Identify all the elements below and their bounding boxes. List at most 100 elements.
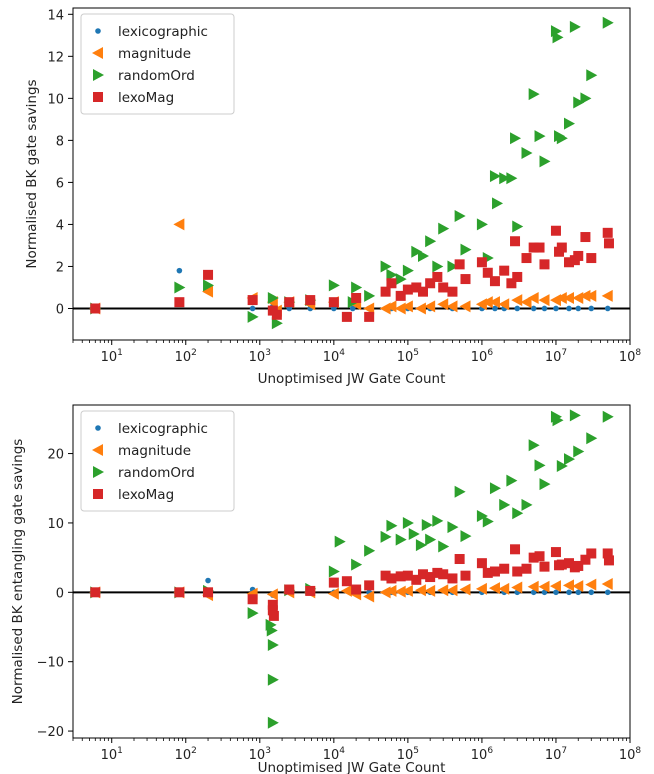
magnitude-point (601, 289, 613, 302)
randomOrd-point (506, 172, 518, 185)
randomOrd-point (411, 245, 423, 258)
randomOrd-point (563, 453, 575, 466)
randomOrd-point (580, 92, 592, 105)
lexicographic-point (566, 305, 572, 312)
lexoMag-point (386, 278, 397, 289)
legend-label: lexoMag (118, 90, 174, 106)
lexoMag-point (203, 269, 214, 280)
legend-label: randomOrd (118, 68, 195, 84)
lexoMag-point (402, 284, 413, 295)
lexoMag-point (454, 554, 465, 565)
lexoMag-point (305, 585, 316, 596)
randomOrd-point (425, 235, 437, 248)
magnitude-point (549, 294, 561, 307)
legend-label: lexoMag (118, 487, 174, 503)
lexoMag-point (534, 551, 545, 562)
lexoMag-point (476, 257, 487, 268)
magnitude-point (511, 294, 523, 307)
x-tick-label: 106 (471, 348, 494, 365)
lexoMag-point (586, 253, 597, 264)
lexoMag-point (550, 225, 561, 236)
magnitude-point (401, 584, 413, 597)
lexicographic-point (553, 305, 559, 312)
randomOrd-point (334, 535, 346, 548)
y-tick-label: 10 (47, 517, 64, 532)
lexoMag-point (271, 309, 282, 320)
randomOrd-point (476, 510, 488, 522)
lexoMag-point (425, 572, 436, 583)
magnitude-point (401, 300, 413, 313)
legend-label: magnitude (118, 46, 191, 62)
lexoMag-point (174, 297, 185, 308)
randomOrd-point (569, 409, 581, 422)
lexicographic-point (530, 589, 537, 596)
randomOrd-point (602, 410, 614, 423)
randomOrd-point (267, 673, 279, 686)
bottom-chart: 101 102 103 104 105 106 107 108 −20 −10 0 10 20 Unopt… (10, 404, 641, 774)
lexoMag-point (267, 605, 278, 616)
randomOrd-point (432, 514, 444, 527)
y-tick-label: −20 (37, 725, 64, 740)
lexoMag-point (550, 547, 561, 558)
lexoMag-point (386, 573, 397, 584)
lexoMag-point (341, 311, 352, 322)
lexoMag-point (602, 227, 613, 238)
lexoMag-point (90, 587, 101, 598)
legend: lexicographic magnitude randomOrd lexoMag (80, 13, 235, 115)
magnitude-point (446, 300, 458, 313)
y-tick-label: 0 (56, 586, 64, 601)
randomOrd-point (247, 607, 259, 620)
lexoMag-point (247, 594, 258, 605)
lexoMag-point (539, 259, 550, 270)
plot-frame (72, 404, 631, 739)
y-tick-label: 4 (56, 218, 64, 233)
lexoMag-point (482, 567, 493, 578)
lexicographic-point (541, 589, 548, 596)
lexoMag-point (528, 242, 539, 253)
magnitude-point (327, 587, 339, 600)
randomOrd-point (395, 273, 407, 286)
lexoMag-point (528, 552, 539, 563)
lexoMag-point (364, 580, 375, 591)
magnitude-point (424, 300, 436, 313)
randomOrd-point (267, 639, 279, 652)
legend-marker-lexicographic (95, 425, 101, 431)
magnitude-point (538, 294, 550, 307)
randomOrd-point (417, 249, 429, 262)
legend-marker-magnitude (92, 47, 103, 59)
x-tick-label: 105 (397, 746, 419, 763)
randomOrd-point (534, 130, 546, 143)
legend-marker-randomOrd (93, 466, 104, 478)
magnitude-point (498, 582, 510, 595)
magnitude-point (601, 577, 613, 590)
randomOrd-point (454, 485, 466, 498)
lexoMag-point (203, 587, 214, 598)
randomOrd-point (499, 172, 511, 185)
magnitude-point (266, 588, 278, 601)
lexoMag-point (512, 566, 523, 577)
legend-label: lexicographic (118, 421, 208, 437)
lexoMag-point (573, 250, 584, 261)
magnitude-point (385, 300, 397, 313)
lexoMag-point (539, 561, 550, 572)
x-axis-label: Unoptimised JW Gate Count (258, 371, 446, 387)
top-chart: 101 102 103 104 105 106 107 108 0 2 4 6 8 10 12 14 Unopt… (24, 7, 641, 387)
lexicographic-point (604, 305, 611, 312)
lexoMag-point (174, 587, 185, 598)
series-lexoMag (90, 544, 614, 621)
y-tick-label: 8 (56, 134, 64, 149)
lexoMag-point (454, 259, 465, 270)
magnitude-point (555, 291, 567, 304)
randomOrd-point (563, 117, 575, 130)
lexoMag-point (380, 286, 391, 297)
lexicographic-point (530, 305, 537, 312)
y-tick-label: 14 (47, 8, 64, 23)
lexoMag-point (447, 286, 458, 297)
x-tick-label: 104 (323, 348, 346, 365)
lexicographic-point (349, 305, 356, 312)
lexoMag-point (521, 563, 532, 574)
randomOrd-point (267, 291, 279, 304)
randomOrd-point (539, 478, 551, 491)
magnitude-point (459, 300, 471, 313)
lexoMag-point (438, 282, 449, 293)
